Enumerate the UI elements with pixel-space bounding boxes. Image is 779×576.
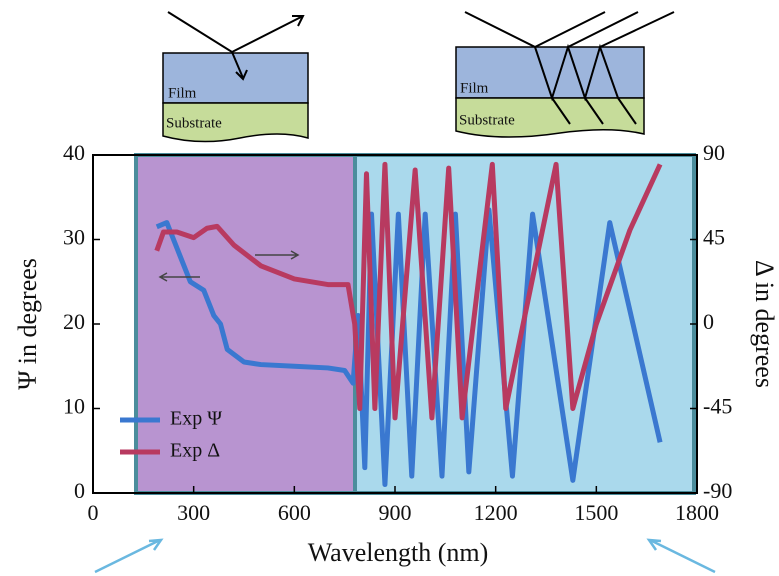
x-tick-label: 1800	[675, 500, 719, 525]
y-axis-label: Ψ in degrees	[13, 258, 42, 390]
substrate-label: Substrate	[166, 115, 222, 131]
x-tick-label: 600	[278, 500, 311, 525]
y2-tick-label: -90	[703, 478, 732, 503]
y2-tick-label: 90	[703, 140, 725, 165]
chart: Film Substrate Film Substrate Wavelength…	[0, 0, 779, 576]
x-tick-label: 1200	[474, 500, 518, 525]
y-tick-label: 20	[63, 309, 85, 334]
y-tick-label: 30	[63, 225, 85, 250]
x-tick-label: 900	[379, 500, 412, 525]
x-tick-label: 300	[177, 500, 210, 525]
x-tick-label: 0	[88, 500, 99, 525]
substrate-label: Substrate	[459, 112, 515, 128]
inset-multi: Film Substrate	[456, 12, 674, 137]
film-label: Film	[168, 85, 197, 101]
inset-single: Film Substrate	[163, 12, 308, 142]
x-tick-label: 1500	[574, 500, 618, 525]
absorbing-region	[136, 155, 355, 493]
y-tick-label: 0	[74, 478, 85, 503]
legend-label: Exp Ψ	[170, 408, 222, 430]
x-axis-label: Wavelength (nm)	[308, 538, 489, 567]
legend-label: Exp Δ	[170, 440, 220, 462]
y-tick-label: 40	[63, 140, 85, 165]
y2-tick-label: -45	[703, 394, 732, 419]
y2-axis-label: Δ in degrees	[750, 260, 779, 388]
y2-tick-label: 0	[703, 309, 714, 334]
y-tick-label: 10	[63, 394, 85, 419]
film-label: Film	[460, 80, 489, 96]
y2-tick-label: 45	[703, 225, 725, 250]
page: {"chart_data": {"type": "line", "x_label…	[0, 0, 779, 576]
